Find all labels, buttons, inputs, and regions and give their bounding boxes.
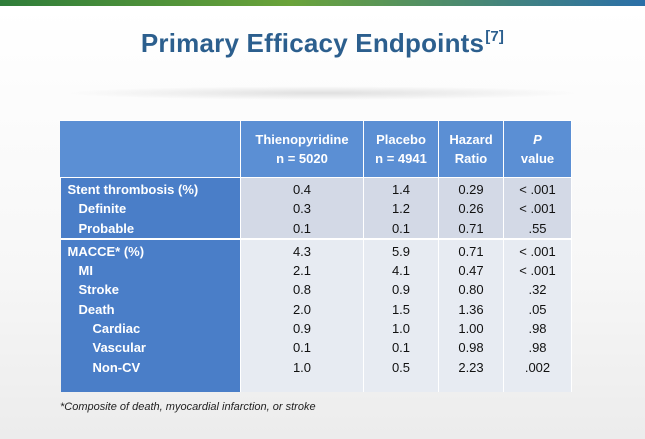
cell-value: 0.47: [458, 263, 484, 279]
macce-labels: MACCE* (%) MI Stroke Death Cardiac Vascu…: [60, 238, 241, 392]
cell-value: 0.5: [391, 359, 411, 375]
cell-value: 1.2: [391, 201, 411, 217]
cell-value: 0.98: [458, 340, 484, 356]
cell-value: 0.9: [391, 282, 411, 298]
cell-value: 1.0: [391, 321, 411, 337]
efficacy-endpoints-table: Thienopyridine n = 5020 Placebo n = 4941…: [60, 120, 572, 392]
header-row: Thienopyridine n = 5020 Placebo n = 4941…: [60, 120, 572, 178]
cell-value: 4.1: [391, 263, 411, 279]
macce-hazard-ratio: 0.71 0.47 0.80 1.36 1.00 0.98 2.23: [438, 238, 504, 392]
cell-value: 4.3: [292, 243, 312, 259]
header-p-value: P value: [503, 120, 572, 178]
header-hazard-ratio-line1: Hazard: [449, 132, 493, 147]
stent-thrombosis-hazard-ratio: 0.29 0.26 0.71: [438, 177, 504, 240]
header-placebo: Placebo n = 4941: [363, 120, 439, 178]
macce-placebo: 5.9 4.1 0.9 1.5 1.0 0.1 0.5: [363, 238, 439, 392]
row-label: Vascular: [92, 340, 147, 356]
cell-value: 0.9: [292, 321, 312, 337]
cell-value: 0.8: [292, 282, 312, 298]
header-endpoint: [60, 120, 241, 178]
cell-value: 5.9: [391, 243, 411, 259]
cell-value: 0.26: [458, 201, 484, 217]
header-placebo-line2: n = 4941: [375, 151, 427, 166]
row-label: Stroke: [78, 282, 119, 298]
title-underline-glow: [60, 86, 585, 100]
stent-thrombosis-p-value: < .001 < .001 .55: [503, 177, 572, 240]
header-hazard-ratio-line2: Ratio: [454, 151, 488, 166]
row-label: Non-CV: [92, 359, 141, 375]
cell-value: 0.80: [458, 282, 484, 298]
stent-thrombosis-group: Stent thrombosis (%) Definite Probable 0…: [60, 177, 572, 240]
cell-value: .98: [528, 321, 547, 337]
cell-value: 2.0: [292, 301, 312, 317]
macce-group: MACCE* (%) MI Stroke Death Cardiac Vascu…: [60, 238, 572, 392]
title-reference: [7]: [485, 28, 505, 45]
cell-value: 0.1: [391, 220, 411, 236]
header-hazard-ratio: Hazard Ratio: [438, 120, 504, 178]
top-accent-bar: [0, 0, 645, 6]
row-label: Stent thrombosis (%): [67, 182, 199, 197]
header-thienopyridine-line2: n = 5020: [276, 151, 328, 166]
cell-value: .55: [528, 220, 547, 236]
slide-title: Primary Efficacy Endpoints[7]: [0, 28, 645, 59]
row-label: Death: [78, 301, 115, 317]
stent-thrombosis-thienopyridine: 0.4 0.3 0.1: [240, 177, 364, 240]
header-placebo-line1: Placebo: [376, 132, 426, 147]
cell-value: 2.23: [458, 359, 484, 375]
header-p-value-line2: value: [520, 151, 555, 166]
stent-thrombosis-labels: Stent thrombosis (%) Definite Probable: [60, 177, 241, 240]
cell-value: 1.00: [458, 321, 484, 337]
cell-value: 1.5: [391, 301, 411, 317]
cell-value: 0.71: [458, 243, 484, 259]
cell-value: < .001: [519, 182, 556, 197]
cell-value: 1.36: [458, 301, 484, 317]
cell-value: .98: [528, 340, 547, 356]
macce-thienopyridine: 4.3 2.1 0.8 2.0 0.9 0.1 1.0: [240, 238, 364, 392]
cell-value: 0.1: [391, 340, 411, 356]
cell-value: 0.1: [292, 340, 312, 356]
cell-value: 0.3: [292, 201, 312, 217]
row-label: MI: [78, 263, 93, 279]
header-thienopyridine: Thienopyridine n = 5020: [240, 120, 364, 178]
cell-value: .002: [524, 359, 551, 375]
cell-value: 0.4: [292, 182, 312, 197]
cell-value: 1.0: [292, 359, 312, 375]
cell-value: 1.4: [391, 182, 411, 197]
row-label: Probable: [78, 220, 135, 236]
cell-value: 0.71: [458, 220, 484, 236]
footnote: *Composite of death, myocardial infarcti…: [60, 401, 316, 413]
cell-value: 0.1: [292, 220, 312, 236]
header-p-value-line1: P: [533, 132, 542, 147]
cell-value: < .001: [519, 201, 556, 217]
row-label: Definite: [78, 201, 127, 217]
row-label: Cardiac: [92, 321, 141, 337]
cell-value: < .001: [519, 263, 556, 279]
cell-value: 0.29: [458, 182, 484, 197]
cell-value: .05: [528, 301, 547, 317]
stent-thrombosis-placebo: 1.4 1.2 0.1: [363, 177, 439, 240]
macce-p-value: < .001 < .001 .32 .05 .98 .98 .002: [503, 238, 572, 392]
cell-value: < .001: [519, 243, 556, 259]
title-text: Primary Efficacy Endpoints: [140, 28, 485, 58]
header-thienopyridine-line1: Thienopyridine: [255, 132, 349, 147]
cell-value: 2.1: [292, 263, 312, 279]
cell-value: .32: [528, 282, 547, 298]
row-label: MACCE* (%): [67, 243, 145, 259]
